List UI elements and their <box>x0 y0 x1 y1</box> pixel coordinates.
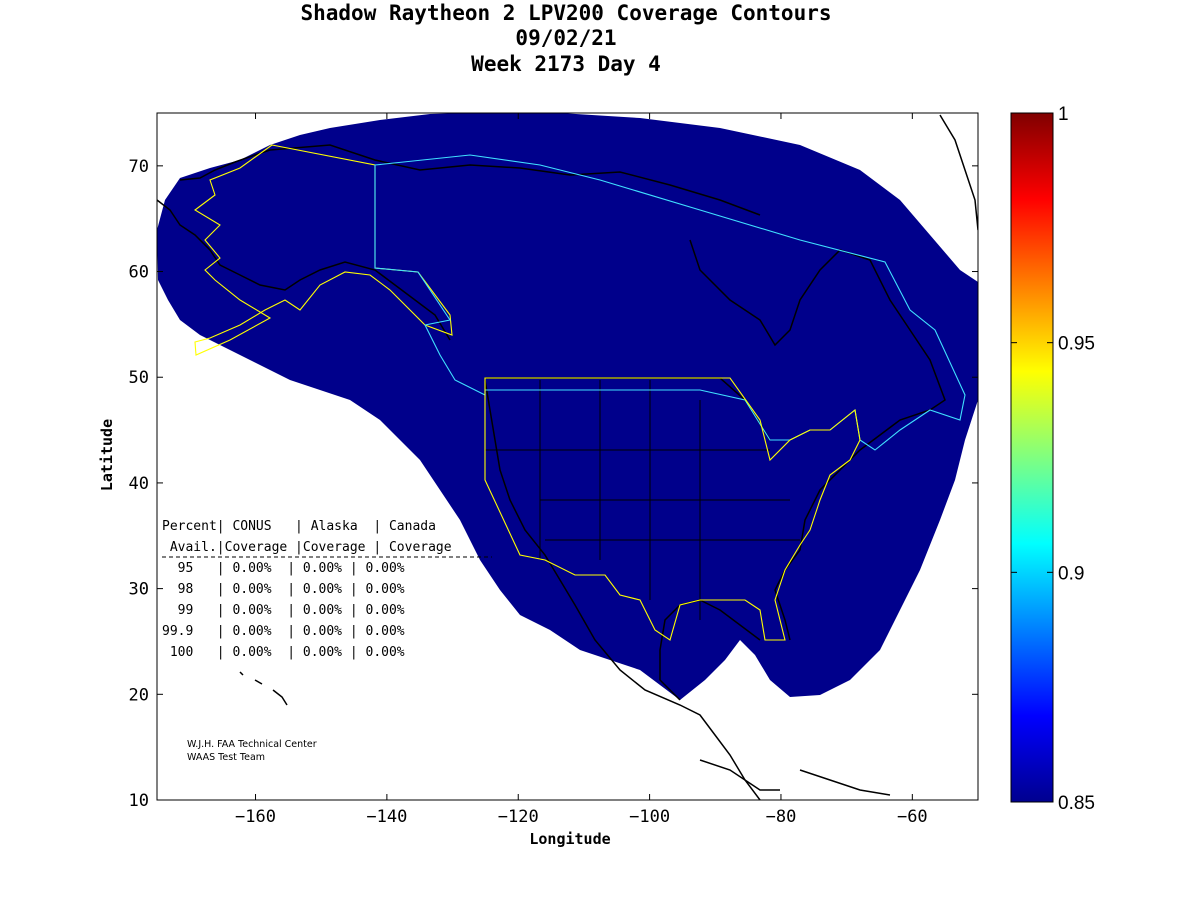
y-axis-label: Latitude <box>98 419 116 491</box>
x-axis: −160 −140 −120 −100 −80 −60 <box>235 113 928 827</box>
alaska-boundary <box>194 144 453 356</box>
x-tick-label: −60 <box>897 807 928 827</box>
chart-week-day: Week 2173 Day 4 <box>471 52 661 76</box>
credit-line-2: WAAS Test Team <box>187 752 265 763</box>
conus-boundary <box>484 377 861 641</box>
table-row: 99.9 | 0.00% | 0.00% | 0.00% <box>162 624 405 639</box>
x-tick-label: −160 <box>235 807 276 827</box>
y-tick-label: 70 <box>129 157 149 177</box>
table-header-2: Avail.|Coverage |Coverage | Coverage <box>162 540 452 555</box>
y-tick-label: 10 <box>129 791 149 811</box>
colorbar-ticks: 1 0.95 0.9 0.85 <box>1011 104 1095 814</box>
chart-date: 09/02/21 <box>515 26 616 50</box>
plot-frame <box>156 112 979 801</box>
table-row: 100 | 0.00% | 0.00% | 0.00% <box>162 645 405 660</box>
greenland-coast <box>939 114 978 231</box>
region-boundaries <box>194 144 966 641</box>
central-america-coast <box>699 759 780 791</box>
credit-line-1: W.J.H. FAA Technical Center <box>187 739 317 750</box>
atlantic-coast <box>689 239 946 641</box>
y-tick-label: 30 <box>129 580 149 600</box>
table-header-1: Percent| CONUS | Alaska | Canada <box>162 519 436 534</box>
arctic-coast <box>269 144 761 216</box>
colorbar <box>1010 112 1054 803</box>
pacific-coast <box>484 379 761 800</box>
table-row: 95 | 0.00% | 0.00% | 0.00% <box>162 561 405 576</box>
colorbar-tick-label: 1 <box>1058 104 1069 125</box>
x-tick-label: −140 <box>366 807 407 827</box>
colorbar-tick-label: 0.95 <box>1058 334 1095 355</box>
colorbar-tick-label: 0.85 <box>1058 793 1095 814</box>
table-row: 98 | 0.00% | 0.00% | 0.00% <box>162 582 405 597</box>
coverage-table: Percent| CONUS | Alaska | Canada Avail.|… <box>162 519 492 660</box>
coverage-region <box>157 113 978 700</box>
caribbean-coast <box>799 769 891 796</box>
y-tick-label: 40 <box>129 474 149 494</box>
y-tick-label: 20 <box>129 685 149 705</box>
chart-title: Shadow Raytheon 2 LPV200 Coverage Contou… <box>300 1 831 25</box>
x-tick-label: −100 <box>629 807 670 827</box>
y-tick-label: 60 <box>129 263 149 283</box>
alaska-south-coast <box>157 199 451 341</box>
state-borders <box>485 380 800 620</box>
x-axis-label: Longitude <box>529 830 610 848</box>
y-tick-label: 50 <box>129 368 149 388</box>
y-axis: 10 20 30 40 50 60 70 <box>129 157 978 811</box>
x-tick-label: −80 <box>766 807 797 827</box>
table-row: 99 | 0.00% | 0.00% | 0.00% <box>162 603 405 618</box>
colorbar-tick-label: 0.9 <box>1058 563 1084 584</box>
plot-area <box>157 113 978 800</box>
hawaii-islands <box>239 671 288 706</box>
alaska-north-coast <box>179 149 271 181</box>
x-tick-label: −120 <box>498 807 539 827</box>
